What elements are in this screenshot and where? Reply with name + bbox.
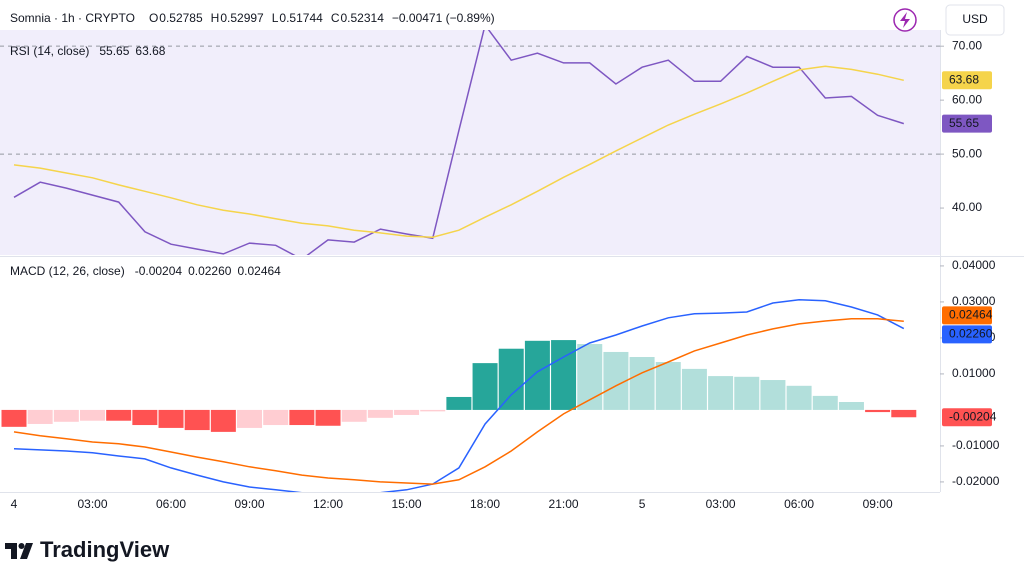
last-value-label: 63.68 xyxy=(949,72,979,86)
last-value-label: 55.65 xyxy=(949,116,979,130)
ohlc-key: H xyxy=(211,11,220,25)
histogram-bar xyxy=(865,409,891,413)
histogram-bar xyxy=(53,409,79,422)
legend-value: 63.68 xyxy=(135,44,165,58)
lightning xyxy=(900,12,910,28)
x-tick-label: 06:00 xyxy=(156,497,186,511)
histogram-bar xyxy=(27,409,53,424)
histogram-bar xyxy=(367,409,393,418)
histogram-bar xyxy=(812,395,838,410)
histogram-bar xyxy=(760,380,786,410)
last-value-box xyxy=(942,306,992,325)
ohlc-value: 0.52785 xyxy=(159,11,203,25)
y-tick-label: 70.00 xyxy=(952,38,982,52)
histogram-bar xyxy=(184,409,210,431)
currency: USD xyxy=(962,12,988,26)
histogram-bar xyxy=(524,340,550,410)
legend-value: 0.02260 xyxy=(188,264,232,278)
last-value-label: 0.02260 xyxy=(949,327,993,341)
histogram-bar xyxy=(210,409,236,432)
change: −0.00471 (−0.89%) xyxy=(392,11,495,25)
y-tick-label: 50.00 xyxy=(952,146,982,160)
histogram-bar xyxy=(106,409,132,421)
x-tick-label: 03:00 xyxy=(77,497,107,511)
last-value-label: -0.00204 xyxy=(949,409,997,423)
y-tick-label: 0.01000 xyxy=(952,366,996,380)
histogram-bar xyxy=(237,409,263,428)
series-line xyxy=(13,30,905,255)
x-tick-label: 21:00 xyxy=(549,497,579,511)
x-tick-label: 12:00 xyxy=(313,497,343,511)
histogram-bar xyxy=(341,409,367,422)
histogram-bar xyxy=(838,402,864,410)
plot xyxy=(1,299,917,492)
last-value-box xyxy=(942,408,992,427)
histogram-bar xyxy=(498,348,524,410)
last-value-box xyxy=(942,325,992,344)
histogram-bar xyxy=(263,409,289,426)
x-tick-label: 5 xyxy=(639,497,646,511)
histogram-bar xyxy=(158,409,184,428)
y-tick-label: 0.04000 xyxy=(952,258,996,272)
ohlc-value: 0.52997 xyxy=(220,11,264,25)
x-tick-label: 03:00 xyxy=(706,497,736,511)
ohlc-value: 0.52314 xyxy=(340,11,384,25)
histogram-bar xyxy=(786,385,812,410)
brand-logo xyxy=(5,543,33,559)
x-tick-label: 4 xyxy=(11,497,18,511)
ohlc-key: C xyxy=(331,11,340,25)
histogram-bar xyxy=(708,376,734,410)
y-tick-label: 60.00 xyxy=(952,92,982,106)
symbol: Somnia · 1h · CRYPTO xyxy=(10,11,135,25)
histogram-bar xyxy=(629,357,655,410)
legend-value: 55.65 xyxy=(99,44,129,58)
x-tick-label: 18:00 xyxy=(470,497,500,511)
histogram-bar xyxy=(551,340,577,410)
y-tick-label: 0.03000 xyxy=(952,294,996,308)
x-tick-label: 15:00 xyxy=(392,497,422,511)
histogram-bar xyxy=(289,409,315,426)
histogram-bar xyxy=(472,363,498,410)
last-value-box xyxy=(942,114,992,133)
last-value-label: 0.02464 xyxy=(949,308,993,322)
histogram-bar xyxy=(394,409,420,415)
series-line xyxy=(13,318,904,485)
histogram-bar xyxy=(655,362,681,410)
histogram-bar xyxy=(315,409,341,426)
rsi-background xyxy=(0,30,940,255)
panel-legend: RSI (14, close) xyxy=(10,44,89,58)
histogram-bar xyxy=(891,409,917,418)
ohlc-key: O xyxy=(149,11,158,25)
panel-legend: MACD (12, 26, close) xyxy=(10,264,125,278)
histogram-bar xyxy=(1,409,27,427)
series-line xyxy=(13,299,905,492)
currency-button[interactable] xyxy=(945,4,1005,36)
y-tick-label: -0.02000 xyxy=(952,474,1000,488)
histogram-bar xyxy=(80,409,106,421)
ohlc-value: 0.51744 xyxy=(279,11,323,25)
x-tick-label: 09:00 xyxy=(863,497,893,511)
x-tick-label: 09:00 xyxy=(235,497,265,511)
legend-value: 0.02464 xyxy=(237,264,281,278)
legend-value: -0.00204 xyxy=(135,264,183,278)
brand: TradingView xyxy=(40,537,170,562)
histogram-bar xyxy=(681,368,707,410)
x-tick-label: 06:00 xyxy=(784,497,814,511)
ohlc-key: L xyxy=(272,11,279,25)
brand-logo-dot xyxy=(18,543,25,549)
histogram-bar xyxy=(734,376,760,410)
histogram-bar xyxy=(420,409,446,412)
y-tick-label: -0.01000 xyxy=(952,438,1000,452)
histogram-bar xyxy=(446,396,472,410)
y-tick-label: 40.00 xyxy=(952,200,982,214)
histogram-bar xyxy=(132,409,158,426)
series-line xyxy=(13,65,904,238)
plot xyxy=(13,30,905,255)
last-value-box xyxy=(942,71,992,90)
